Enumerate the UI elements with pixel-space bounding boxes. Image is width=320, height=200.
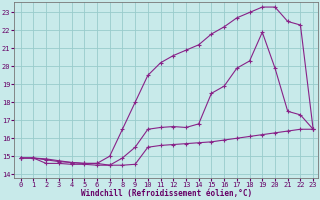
X-axis label: Windchill (Refroidissement éolien,°C): Windchill (Refroidissement éolien,°C) xyxy=(81,189,252,198)
